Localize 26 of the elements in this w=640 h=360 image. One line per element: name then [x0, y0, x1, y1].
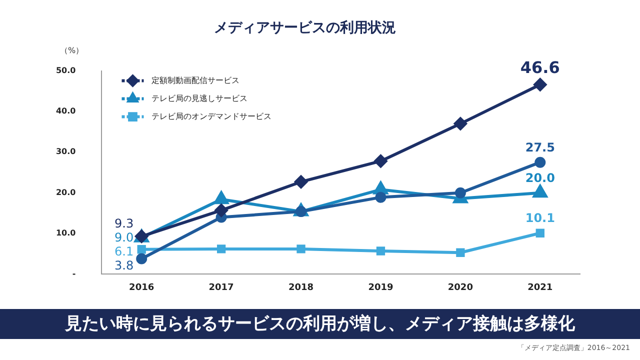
data-label: 9.0 — [114, 230, 134, 245]
data-label: 6.1 — [114, 244, 134, 259]
y-axis-title: （%） — [60, 46, 84, 55]
x-tick-label: 2021 — [528, 282, 553, 293]
legend-label: 定額制動画配信サービス — [152, 76, 240, 85]
chart-title: メディアサービスの利用状況 — [214, 20, 396, 36]
y-tick-label: 50.0 — [56, 66, 76, 75]
legend-label: テレビ局のオンデマンドサービス — [152, 112, 272, 121]
data-label: 3.8 — [114, 258, 134, 273]
data-label: 27.5 — [525, 140, 555, 154]
data-label: 10.1 — [525, 211, 555, 226]
data-label: 9.3 — [114, 216, 134, 231]
x-tick-label: 2020 — [448, 282, 473, 293]
x-tick-label: 2017 — [208, 282, 234, 293]
y-tick-label: 30.0 — [56, 147, 76, 156]
y-tick-label: 40.0 — [56, 106, 76, 116]
y-tick-label: - — [72, 269, 76, 278]
x-tick-label: 2016 — [129, 282, 154, 293]
data-label: 20.0 — [525, 170, 555, 185]
y-tick-label: 10.0 — [56, 228, 76, 238]
x-tick-label: 2018 — [288, 282, 314, 293]
legend-label: テレビ局の見逃しサービス — [152, 94, 248, 103]
text: 見たい時に見られるサービスの利用が増し、メディア接触は多様化 — [0, 309, 640, 339]
data-label: 46.6 — [520, 58, 560, 77]
x-tick-label: 2019 — [368, 282, 394, 293]
y-tick-label: 20.0 — [56, 188, 76, 197]
